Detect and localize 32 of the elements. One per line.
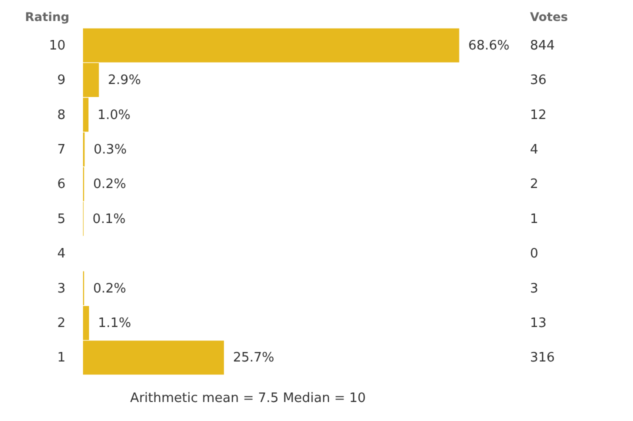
y-tick-label: 2 — [57, 316, 66, 331]
text: 3 — [530, 281, 538, 296]
y-tick-label: 9 — [57, 73, 66, 88]
y-tick-label: 1 — [57, 350, 66, 366]
data-label: 1.1% — [98, 316, 132, 331]
data-label: 0.2% — [93, 281, 126, 296]
data-label: 0.2% — [93, 177, 126, 192]
text: 1 — [530, 212, 538, 227]
data-label: 0.3% — [94, 142, 127, 158]
text: 2 — [530, 177, 538, 192]
y-tick-label: 3 — [57, 281, 66, 296]
y-tick-label: 4 — [57, 246, 66, 262]
text: 316 — [530, 350, 555, 366]
text: 12 — [530, 108, 547, 123]
data-label: 25.7% — [232, 350, 274, 366]
text: Arithmetic mean = 7.5 Median = 10 — [130, 391, 366, 406]
text: 0 — [530, 246, 538, 262]
y-tick-label: 7 — [57, 142, 66, 158]
text: 36 — [530, 73, 547, 88]
text: 4 — [530, 142, 538, 158]
data-label: 1.0% — [97, 108, 131, 123]
text: Votes — [530, 10, 568, 24]
data-label: 2.9% — [108, 73, 141, 88]
y-axis-title: Rating — [25, 10, 70, 24]
text: 13 — [530, 316, 547, 331]
y-tick-label: 8 — [57, 108, 66, 123]
data-label: 68.6% — [468, 38, 510, 54]
y-tick-label: 5 — [57, 212, 66, 227]
text: 844 — [530, 38, 555, 54]
y-tick-label: 10 — [48, 38, 66, 54]
y-tick-label: 6 — [57, 177, 66, 192]
data-label: 0.1% — [92, 212, 126, 227]
